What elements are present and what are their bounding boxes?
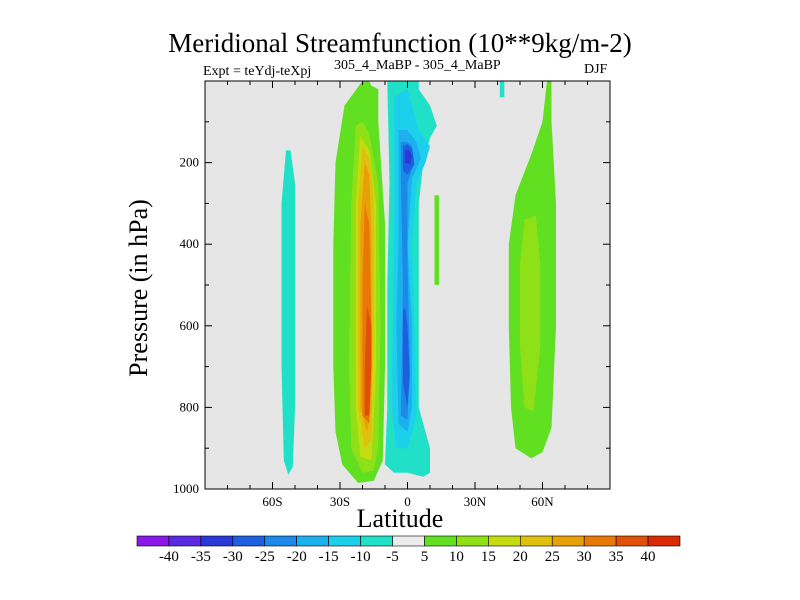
colorbar-box [647, 535, 681, 547]
colorbar-label: 5 [421, 549, 429, 565]
y-tick-label: 1000 [173, 481, 199, 496]
colorbar-label: -40 [159, 549, 179, 565]
colorbar-label: 20 [513, 549, 528, 565]
colorbar-label: 40 [641, 549, 656, 565]
contour-region-ne-pos-strip [434, 195, 439, 285]
chart-subtitle: 305_4_MaBP - 305_4_MaBP [334, 58, 501, 73]
y-tick-label: 400 [180, 236, 200, 251]
y-tick-label: 800 [180, 399, 200, 414]
y-tick-label: 600 [180, 318, 200, 333]
experiment-label: Expt = teYdj-teXpj [203, 64, 312, 79]
colorbar-box [551, 535, 585, 547]
colorbar-box [519, 535, 553, 547]
colorbar-label: 15 [481, 549, 496, 565]
contour-region-nh-pos-10 [520, 215, 541, 412]
contour-region-eq-neg-25-lower [403, 309, 410, 408]
colorbar-box [583, 535, 617, 547]
axis-ticks: 60S 30S 0 30N 60N 200 400 600 800 1000 [173, 81, 610, 509]
colorbar-box [296, 535, 329, 547]
colorbar-box [232, 535, 266, 547]
colorbar-box [488, 535, 521, 547]
colorbar-label: -5 [386, 549, 399, 565]
colorbar-label: -25 [255, 549, 275, 565]
colorbar-box [615, 535, 649, 547]
y-tick-label: 200 [180, 155, 200, 170]
contour-fill-group [281, 81, 556, 483]
x-axis-label: Latitude [356, 504, 444, 533]
colorbar-label: 10 [449, 549, 464, 565]
colorbar-box [424, 535, 457, 547]
x-tick-label: 30S [330, 494, 350, 509]
colorbar-box [392, 535, 425, 547]
colorbar-label: -30 [223, 549, 243, 565]
colorbar-box [200, 535, 234, 547]
chart-title: Meridional Streamfunction (10**9kg/m-2) [168, 28, 632, 58]
x-tick-label: 30N [464, 494, 487, 509]
colorbar-box [264, 535, 298, 547]
colorbar-label: -20 [287, 549, 307, 565]
x-tick-label: 0 [404, 494, 411, 509]
colorbar-label: -15 [319, 549, 339, 565]
x-tick-label: 60N [531, 494, 554, 509]
contour-region-sh-cell-pos-35 [364, 305, 372, 416]
contour-region-nh-pos-upper-neg [499, 81, 505, 98]
contour-region-eq-neg-30 [405, 150, 412, 165]
colorbar-label: -10 [351, 549, 371, 565]
colorbar-label: 30 [577, 549, 592, 565]
colorbar-box [168, 535, 202, 547]
colorbar-label: 35 [609, 549, 624, 565]
x-tick-label: 60S [262, 494, 282, 509]
colorbar: -40 -35 -30 -25 -20 -15 -10 -5 5 10 15 20 25 30 35 40 [136, 535, 681, 565]
colorbar-box [328, 535, 361, 547]
colorbar-label: -35 [191, 549, 211, 565]
colorbar-box [136, 535, 170, 547]
season-label: DJF [584, 62, 608, 77]
contour-region-upper-pos-5 [360, 81, 374, 118]
colorbar-box [360, 535, 393, 547]
colorbar-box [456, 535, 489, 547]
contour-region-sh-weak-positive [281, 150, 295, 475]
colorbar-label: 25 [545, 549, 560, 565]
